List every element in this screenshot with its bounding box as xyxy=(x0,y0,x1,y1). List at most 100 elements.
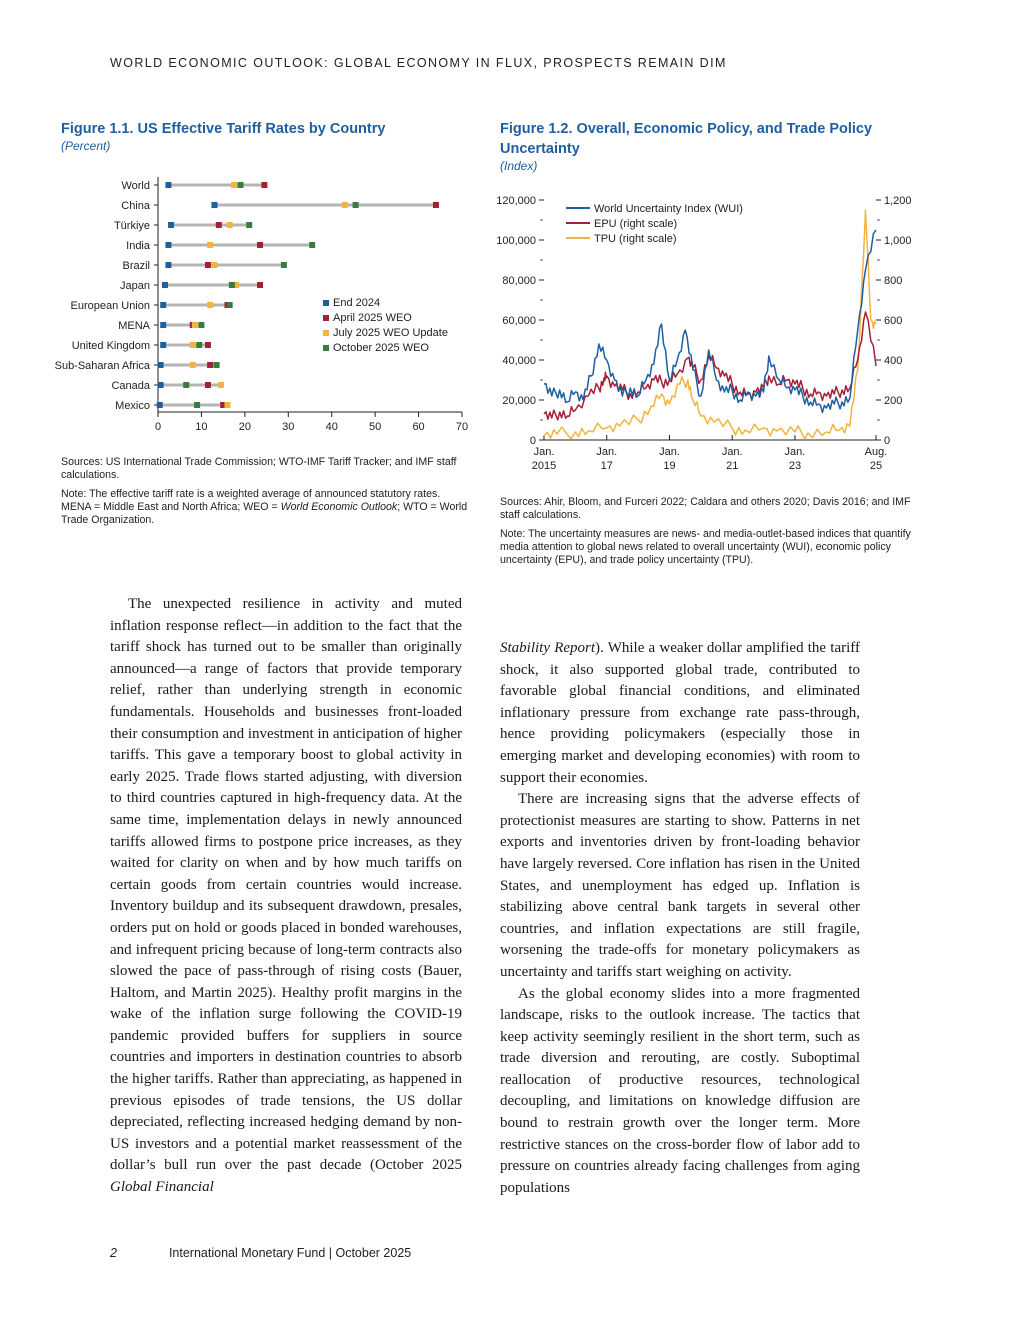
right-y-tick-label: 800 xyxy=(884,275,902,287)
x-tick-label: 17 xyxy=(601,460,613,472)
figure2-title-line1: Figure 1.2. Overall, Economic Policy, an… xyxy=(500,121,873,137)
right-paragraph-italic: Stability Report xyxy=(500,640,596,656)
figure1-note-italic: World Economic Outlook xyxy=(280,501,398,513)
category-label: Türkiye xyxy=(114,220,150,232)
left-paragraph-italic: Global Financial xyxy=(110,1179,214,1196)
figure2-notes: Sources: Ahir, Bloom, and Furceri 2022; … xyxy=(500,496,920,573)
x-tick-label: 30 xyxy=(282,421,294,433)
tariff-marker xyxy=(207,362,214,368)
page-footer: 2 International Monetary Fund | October 2… xyxy=(110,1246,411,1260)
right-paragraph-1-text: ). While a weaker dollar amplified the t… xyxy=(500,640,860,786)
tariff-marker xyxy=(168,222,175,228)
tariff-marker xyxy=(156,402,163,408)
tariff-marker xyxy=(309,242,316,248)
legend-swatch xyxy=(323,345,329,351)
figure1-title: Figure 1.1. US Effective Tariff Rates by… xyxy=(61,121,386,137)
x-tick-label: Jan. xyxy=(659,446,680,458)
x-tick-label: 21 xyxy=(726,460,738,472)
tariff-marker xyxy=(157,362,164,368)
tariff-marker xyxy=(207,302,214,308)
tariff-marker xyxy=(211,262,218,268)
tariff-marker xyxy=(217,382,224,388)
category-label: World xyxy=(121,180,150,192)
left-y-tick-label: 20,000 xyxy=(502,395,536,407)
uncertainty-line-chart: 0 0 20,000 200 40,000 400 60,000 600 80,000 800 10… xyxy=(496,195,912,472)
tariff-marker xyxy=(213,362,220,368)
tariff-marker xyxy=(198,322,205,328)
right-y-tick-label: 1,000 xyxy=(884,235,912,247)
tariff-marker xyxy=(157,382,164,388)
tariff-marker xyxy=(207,242,214,248)
figure1-sources: Sources: US International Trade Commissi… xyxy=(61,456,457,481)
left-y-tick-label: 120,000 xyxy=(496,195,536,207)
figure1-notes: Sources: US International Trade Commissi… xyxy=(61,456,471,533)
category-label: United Kingdom xyxy=(72,340,150,352)
legend-swatch xyxy=(323,315,329,321)
x-tick-label: 2015 xyxy=(532,460,556,472)
legend-swatch xyxy=(323,330,329,336)
legend-label: July 2025 WEO Update xyxy=(333,327,448,339)
left-y-tick-label: 40,000 xyxy=(502,355,536,367)
paragraph-left: The unexpected resilience in activity an… xyxy=(110,594,462,1199)
paragraph-right-3: As the global economy slides into a more… xyxy=(500,985,860,1196)
tariff-marker xyxy=(220,402,227,408)
legend-label: EPU (right scale) xyxy=(594,218,677,230)
body-right-column: Stability Report). While a weaker dollar… xyxy=(500,638,860,1199)
figure2-note: Note: The uncertainty measures are news-… xyxy=(500,528,911,566)
figure1-note-prefix: Note: The effective tariff rate is a wei… xyxy=(61,488,441,513)
legend-label: October 2025 WEO xyxy=(333,342,429,354)
x-tick-label: Jan. xyxy=(722,446,743,458)
category-label: India xyxy=(126,240,151,252)
x-tick-label: 40 xyxy=(326,421,338,433)
tariff-marker xyxy=(189,342,196,348)
tariff-marker xyxy=(233,282,240,288)
right-y-tick-label: 600 xyxy=(884,315,902,327)
left-y-tick-label: 100,000 xyxy=(496,235,536,247)
tariff-marker xyxy=(161,282,168,288)
category-label: Mexico xyxy=(115,400,150,412)
page-number: 2 xyxy=(110,1246,117,1260)
tariff-marker xyxy=(246,222,253,228)
x-tick-label: 19 xyxy=(663,460,675,472)
legend-label: April 2025 WEO xyxy=(333,312,412,324)
tariff-marker xyxy=(204,342,211,348)
tariff-marker xyxy=(231,182,237,188)
x-tick-label: Jan. xyxy=(785,446,806,458)
tariff-marker xyxy=(341,202,348,208)
tariff-marker xyxy=(204,382,211,388)
left-y-tick-label: 60,000 xyxy=(502,315,536,327)
tariff-marker xyxy=(226,302,233,308)
category-label: European Union xyxy=(70,300,150,312)
x-tick-label: 20 xyxy=(239,421,251,433)
x-tick-label: 70 xyxy=(456,421,468,433)
running-head: WORLD ECONOMIC OUTLOOK: GLOBAL ECONOMY I… xyxy=(110,56,727,70)
tariff-marker xyxy=(160,322,167,328)
legend-swatch xyxy=(323,300,329,306)
series-line xyxy=(543,209,877,440)
paragraph-right-2: There are increasing signs that the adve… xyxy=(500,791,860,980)
category-label: Japan xyxy=(120,280,150,292)
tariff-marker xyxy=(257,282,264,288)
x-tick-label: 23 xyxy=(789,460,801,472)
publication-line: International Monetary Fund | October 20… xyxy=(168,1246,412,1260)
tariff-marker xyxy=(432,202,439,208)
legend-label: TPU (right scale) xyxy=(594,233,677,245)
tariff-marker xyxy=(165,262,172,268)
figure1-note-suffix: ; WTO = World Trade Organization. xyxy=(61,501,468,526)
tariff-marker xyxy=(280,262,287,268)
tariff-marker xyxy=(189,362,196,368)
left-y-tick-label: 80,000 xyxy=(502,275,536,287)
right-y-tick-label: 200 xyxy=(884,395,902,407)
tariff-marker xyxy=(215,222,222,228)
legend-label: World Uncertainty Index (WUI) xyxy=(594,203,743,215)
tariff-marker xyxy=(257,242,264,248)
tariff-marker xyxy=(204,262,211,268)
tariff-marker xyxy=(237,182,244,188)
x-tick-label: 25 xyxy=(870,460,882,472)
figure2-title: Figure 1.2. Overall, Economic Policy, an… xyxy=(500,119,872,159)
x-tick-label: Jan. xyxy=(596,446,617,458)
tariff-marker xyxy=(165,242,172,248)
tariff-marker xyxy=(196,342,203,348)
figure1-note: Note: The effective tariff rate is a wei… xyxy=(61,488,471,527)
tariff-marker xyxy=(183,382,190,388)
